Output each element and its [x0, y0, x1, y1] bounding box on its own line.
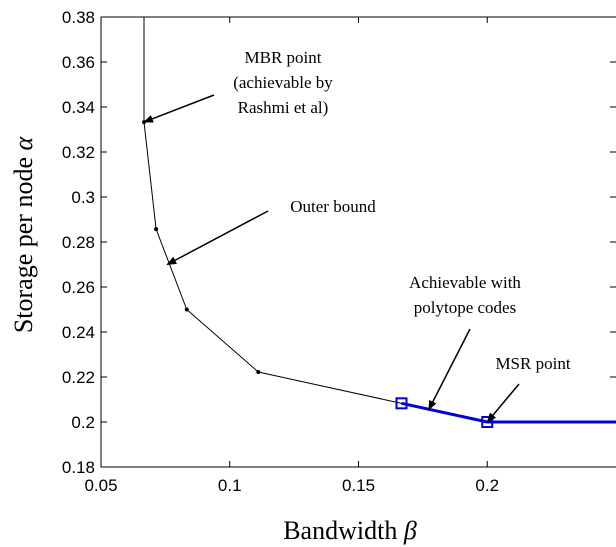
y-tick-label: 0.18 [62, 458, 95, 477]
x-axis-label: Bandwidth β [283, 516, 417, 545]
annotation-arrow [428, 328, 471, 411]
annotation-line: MSR point [495, 354, 570, 373]
achievable-point-marker [395, 397, 408, 410]
y-axis-label-text: Storage per node [9, 157, 38, 333]
y-tick-label: 0.38 [62, 8, 95, 27]
x-tick-label: 0.1 [218, 476, 242, 495]
x-axis-symbol: β [403, 516, 417, 545]
annotation-arrow [486, 383, 520, 423]
y-tick-label: 0.32 [62, 143, 95, 162]
annotation-line: polytope codes [414, 298, 516, 317]
annotation-line: Outer bound [290, 197, 376, 216]
y-tick-label: 0.3 [71, 188, 95, 207]
y-axis-symbol: α [9, 135, 38, 150]
annotation-text: MSR point [495, 354, 570, 373]
x-tick-label: 0.2 [475, 476, 499, 495]
x-tick-label: 0.05 [84, 476, 117, 495]
x-tick-label: 0.15 [342, 476, 375, 495]
achievable-line [401, 401, 616, 424]
annotation-text: Achievable with polytope codes [409, 273, 521, 317]
y-tick-label: 0.2 [71, 413, 95, 432]
y-axis-label: Storage per node α [9, 135, 38, 333]
annotation-line: (achievable by [233, 73, 333, 92]
y-tick-label: 0.24 [62, 323, 95, 342]
y-tick-label: 0.36 [62, 53, 95, 72]
y-tick-label: 0.26 [62, 278, 95, 297]
x-axis-label-text: Bandwidth [283, 516, 397, 545]
annotation-text: MBR point (achievable by Rashmi et al) [233, 48, 333, 117]
y-tick-label: 0.22 [62, 368, 95, 387]
annotation-arrow [143, 94, 215, 123]
y-tick-label: 0.28 [62, 233, 95, 252]
outer-bound-point [184, 307, 189, 312]
outer-bound-point [256, 370, 261, 375]
y-tick-label: 0.34 [62, 98, 95, 117]
annotation-line: Achievable with [409, 273, 521, 292]
annotation-arrow [166, 210, 269, 266]
annotation-line: MBR point [245, 48, 322, 67]
plot-frame [100, 16, 616, 468]
annotation-text: Outer bound [290, 197, 376, 216]
outer-bound-point [154, 227, 159, 232]
annotation-line: Rashmi et al) [238, 98, 329, 117]
